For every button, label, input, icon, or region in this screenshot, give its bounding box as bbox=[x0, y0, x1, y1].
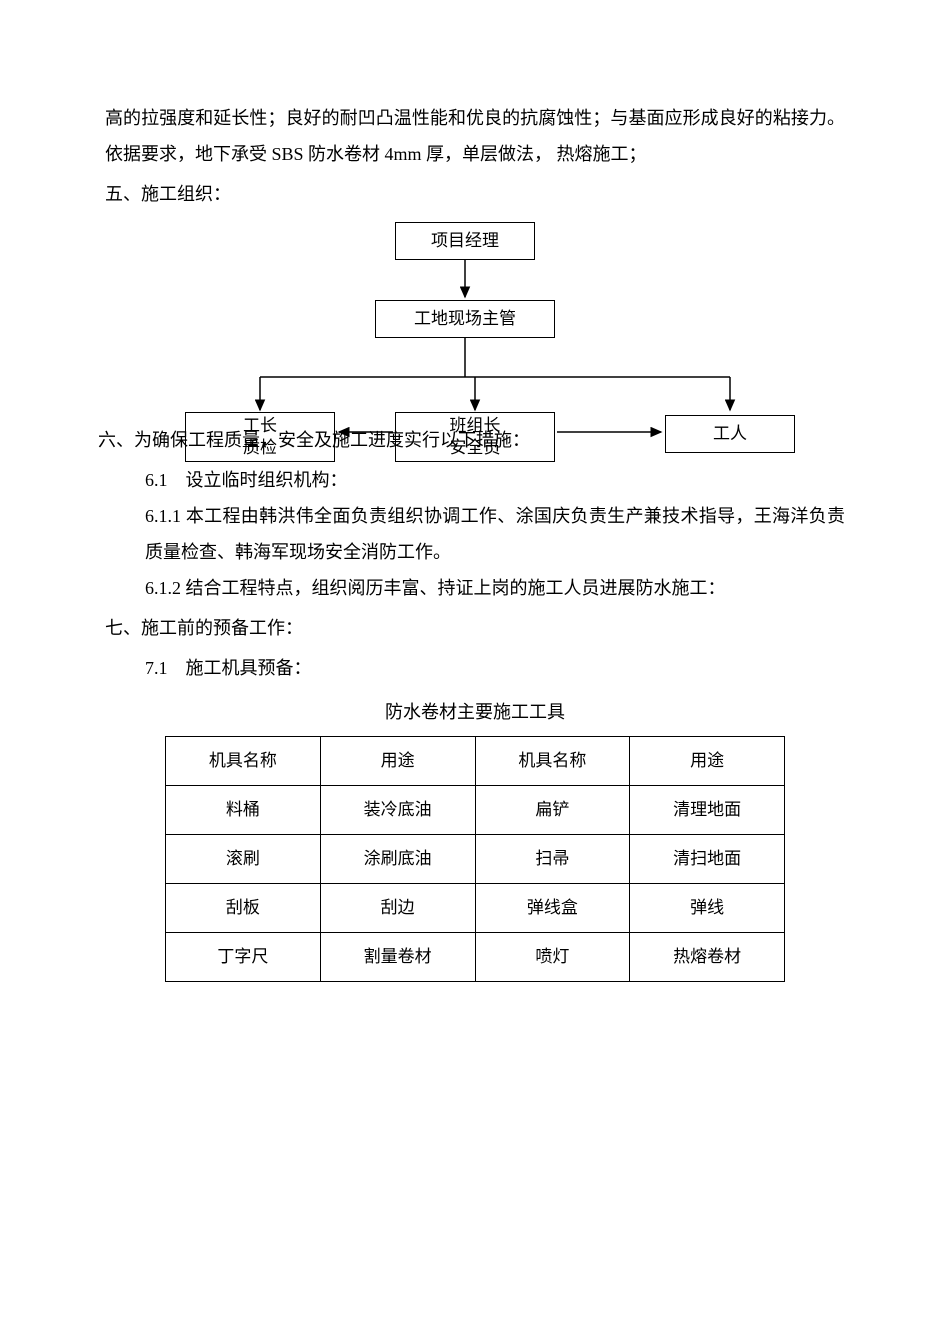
org-site-label: 工地现场主管 bbox=[414, 309, 516, 328]
table-cell: 割量卷材 bbox=[320, 933, 475, 982]
table-cell: 刮板 bbox=[166, 884, 321, 933]
table-cell: 热熔卷材 bbox=[630, 933, 785, 982]
section-6-1-1: 6.1.1 本工程由韩洪伟全面负责组织协调工作、涂国庆负责生产兼技术指导，王海洋… bbox=[105, 498, 845, 570]
table-header-cell: 用途 bbox=[320, 737, 475, 786]
org-pm-label: 项目经理 bbox=[431, 231, 499, 250]
org-box-project-manager: 项目经理 bbox=[395, 222, 535, 260]
table-cell: 滚刷 bbox=[166, 835, 321, 884]
table-row: 丁字尺 割量卷材 喷灯 热熔卷材 bbox=[166, 933, 785, 982]
table-cell: 清扫地面 bbox=[630, 835, 785, 884]
table-cell: 清理地面 bbox=[630, 786, 785, 835]
section-6-1: 6.1 设立临时组织机构： bbox=[105, 462, 845, 498]
org-box-site-supervisor: 工地现场主管 bbox=[375, 300, 555, 338]
table-cell: 喷灯 bbox=[475, 933, 630, 982]
org-box-worker: 工人 bbox=[665, 415, 795, 453]
intro-paragraph: 高的拉强度和延长性；良好的耐凹凸温性能和优良的抗腐蚀性；与基面应形成良好的粘接力… bbox=[105, 100, 845, 172]
section-7-1: 7.1 施工机具预备： bbox=[105, 650, 845, 686]
section-6-heading-overlap: 六、为确保工程质量，安全及施工进度实行以下措施： bbox=[98, 422, 530, 458]
section-5-heading: 五、施工组织： bbox=[105, 176, 845, 212]
table-header-cell: 机具名称 bbox=[475, 737, 630, 786]
table-cell: 扫帚 bbox=[475, 835, 630, 884]
table-cell: 弹线 bbox=[630, 884, 785, 933]
org-worker-label: 工人 bbox=[713, 424, 747, 443]
table-header-cell: 机具名称 bbox=[166, 737, 321, 786]
org-chart-diagram: 项目经理 工地现场主管 工长 质检 班组长 安全员 工人 六、为确保工程质量，安… bbox=[105, 222, 845, 462]
table-header-row: 机具名称 用途 机具名称 用途 bbox=[166, 737, 785, 786]
table-row: 料桶 装冷底油 扁铲 清理地面 bbox=[166, 786, 785, 835]
table-header-cell: 用途 bbox=[630, 737, 785, 786]
section-7-heading: 七、施工前的预备工作： bbox=[105, 610, 845, 646]
section-6-1-2: 6.1.2 结合工程特点，组织阅历丰富、持证上岗的施工人员进展防水施工： bbox=[105, 570, 845, 606]
table-cell: 装冷底油 bbox=[320, 786, 475, 835]
table-cell: 扁铲 bbox=[475, 786, 630, 835]
table-cell: 涂刷底油 bbox=[320, 835, 475, 884]
table-cell: 弹线盒 bbox=[475, 884, 630, 933]
tools-table-title: 防水卷材主要施工工具 bbox=[105, 694, 845, 730]
table-cell: 丁字尺 bbox=[166, 933, 321, 982]
tools-table: 机具名称 用途 机具名称 用途 料桶 装冷底油 扁铲 清理地面 滚刷 涂刷底油 … bbox=[165, 736, 785, 982]
table-cell: 料桶 bbox=[166, 786, 321, 835]
table-row: 滚刷 涂刷底油 扫帚 清扫地面 bbox=[166, 835, 785, 884]
table-row: 刮板 刮边 弹线盒 弹线 bbox=[166, 884, 785, 933]
tools-table-container: 防水卷材主要施工工具 机具名称 用途 机具名称 用途 料桶 装冷底油 扁铲 清理… bbox=[105, 694, 845, 982]
table-cell: 刮边 bbox=[320, 884, 475, 933]
